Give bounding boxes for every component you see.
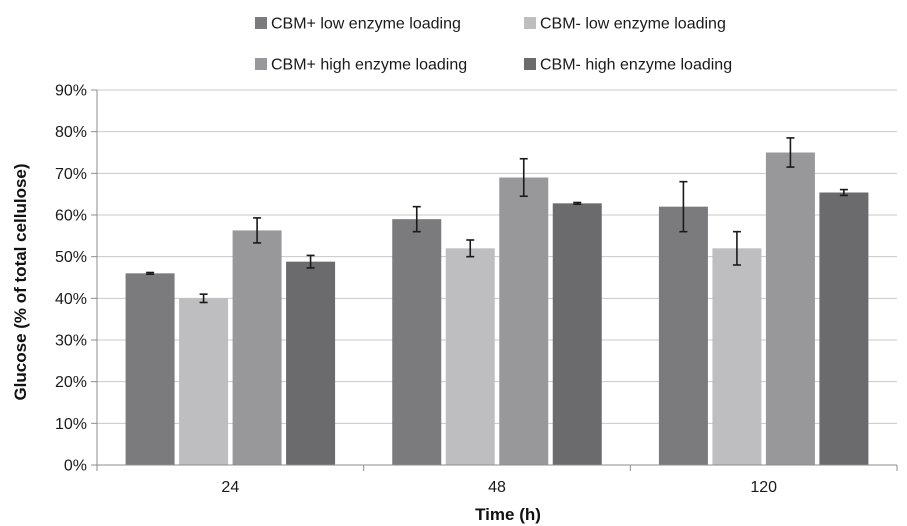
bars: [125, 152, 869, 466]
x-tick-label: 48: [488, 479, 506, 496]
error-bars: [146, 137, 848, 304]
x-tick-label: 24: [221, 479, 239, 496]
error-bar: [306, 254, 315, 269]
y-tick-label: 80%: [55, 124, 87, 141]
bar: [765, 152, 815, 465]
y-tick-label: 90%: [55, 83, 87, 100]
bar: [552, 203, 602, 466]
y-tick-label: 70%: [55, 166, 87, 183]
bar: [445, 248, 495, 465]
legend-label: CBM- high enzyme loading: [540, 57, 732, 74]
error-bar: [146, 271, 155, 275]
x-tick-label: 120: [750, 479, 777, 496]
legend: CBM+ low enzyme loading CBM- low enzyme l…: [255, 16, 732, 74]
bar: [392, 219, 442, 465]
error-bar: [679, 180, 688, 233]
y-tick-label: 20%: [55, 374, 87, 391]
y-tick-label: 50%: [55, 249, 87, 266]
error-bar: [519, 157, 528, 198]
bar: [499, 177, 549, 465]
legend-label: CBM+ high enzyme loading: [271, 57, 467, 74]
bar: [125, 273, 175, 465]
bar: [179, 298, 229, 465]
error-bar: [253, 217, 262, 244]
bar: [658, 206, 708, 465]
error-bar: [573, 201, 582, 205]
axes: [96, 90, 897, 466]
bar: [232, 230, 282, 465]
error-bar: [412, 205, 421, 233]
legend-swatch: [524, 17, 536, 29]
gridlines: [97, 89, 897, 424]
y-tick-label: 60%: [55, 208, 87, 225]
legend-swatch: [255, 58, 267, 70]
error-bar: [732, 230, 741, 266]
bar: [819, 192, 869, 465]
error-bar: [199, 293, 208, 304]
error-bar: [839, 188, 848, 197]
error-bar: [786, 137, 795, 168]
legend-item: CBM+ low enzyme loading: [255, 16, 461, 33]
y-axis-ticks: 0% 10% 20% 30% 40% 50% 60% 70% 80% 90%: [55, 83, 97, 475]
legend-item: CBM- high enzyme loading: [524, 57, 732, 74]
y-tick-label: 0%: [64, 458, 87, 475]
y-tick-label: 10%: [55, 416, 87, 433]
y-axis-title: Glucose (% of total cellulose): [11, 163, 30, 400]
error-bar: [466, 239, 475, 258]
x-axis-title: Time (h): [475, 505, 541, 524]
legend-item: CBM+ high enzyme loading: [255, 57, 467, 74]
legend-label: CBM+ low enzyme loading: [271, 16, 461, 33]
bar: [286, 261, 336, 465]
y-tick-label: 30%: [55, 333, 87, 350]
bar: [712, 248, 762, 465]
x-axis-ticks: 24 48 120: [96, 465, 898, 496]
y-tick-label: 40%: [55, 291, 87, 308]
legend-swatch: [255, 17, 267, 29]
legend-swatch: [524, 58, 536, 70]
legend-item: CBM- low enzyme loading: [524, 16, 726, 33]
legend-label: CBM- low enzyme loading: [540, 16, 726, 33]
